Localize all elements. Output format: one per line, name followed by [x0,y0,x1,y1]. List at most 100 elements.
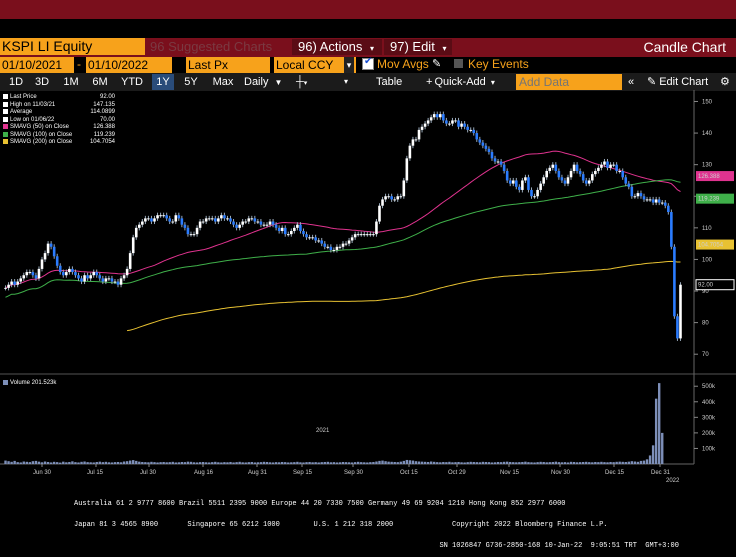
volume-bar [481,461,485,464]
candle-body [171,221,175,223]
table-button[interactable]: Table [376,76,403,88]
range-6m[interactable]: 6M [92,76,108,88]
candle-body [511,180,515,184]
volume-bar [86,462,89,464]
volume-bar [268,462,272,464]
volume-bar [329,462,333,464]
y-tick-label: 110 [702,226,712,232]
range-5y[interactable]: 5Y [184,76,198,88]
candle-body [217,218,220,222]
price-chart[interactable]: 708090100110120130140150100k200k300k400k… [0,90,736,530]
volume-bar [436,462,439,464]
volume-bar [393,461,396,464]
volume-bar [226,462,229,464]
candle-body [621,170,625,178]
volume-bar [305,462,308,464]
range-1m[interactable]: 1M [63,76,79,88]
chart-type-title: Candle Chart [643,39,727,55]
currency-select[interactable]: Local CCY ▾ [274,57,356,73]
volume-bar [37,461,41,464]
candle-body [369,234,372,236]
volume-bar [636,461,640,464]
edit-menu[interactable]: 97) Edit ▾ [384,39,452,55]
candle-body [244,221,248,223]
price-tag [696,239,734,250]
volume-bar [341,461,345,464]
add-data-input[interactable] [516,74,622,90]
legend-item-label: SMAVG (50) on Close [3,124,69,132]
options-chevron-icon[interactable]: ▾ [344,77,349,86]
volume-bar [387,461,390,464]
volume-bar [505,461,509,464]
volume-bar [384,461,387,464]
candle-body [25,272,29,276]
legend-value: 119.239 [93,131,115,138]
volume-bar [122,461,126,464]
volume-bar [603,462,606,464]
end-date-input[interactable]: 01/10/2022 [86,57,172,73]
volume-bar [95,461,98,464]
volume-bar [116,461,120,464]
candle-body [153,218,156,222]
volume-bar [320,462,323,464]
candle-body [86,275,89,279]
candle-body [487,148,491,153]
candle-body [627,183,631,187]
candle-body [134,227,138,238]
pencil-icon[interactable]: ✎ [432,58,442,70]
range-1d[interactable]: 1D [8,76,24,88]
collapse-icon[interactable]: « [628,76,635,88]
volume-bar [460,462,463,464]
volume-bar [338,462,342,464]
candle-type-icon[interactable]: ┼▾ [296,76,308,88]
vol-tick-label: 300k [702,415,716,421]
candle-body [387,196,390,198]
range-1y[interactable]: 1Y [152,74,174,90]
range-3d[interactable]: 3D [34,76,50,88]
candle-body [183,224,187,228]
candle-body [250,218,254,220]
candle-body [207,218,211,220]
gear-icon[interactable]: ⚙ [720,76,730,88]
candle-body [147,218,150,220]
volume-bar [208,462,211,464]
y-tick-label: 90 [702,289,709,295]
volume-bar [204,462,208,464]
vol-tick-label: 200k [702,431,716,437]
candle-body [411,139,415,146]
candle-body [40,259,44,269]
actions-menu[interactable]: 96) Actions ▾ [292,39,382,55]
chevron-down-icon: ▾ [369,44,374,53]
candle-body [660,202,664,204]
candle-body [7,284,10,288]
volume-bar [71,461,74,464]
volume-bar [31,461,35,464]
candle-body [572,164,576,171]
candle-body [144,218,147,222]
volume-bar [554,461,558,464]
candle-body [49,243,53,247]
range-ytd[interactable]: YTD [121,76,143,88]
volume-bar [502,461,506,464]
range-max[interactable]: Max [212,76,234,88]
mov-avgs-checkbox[interactable]: ✔ [362,56,374,70]
key-events-checkbox[interactable] [454,59,463,68]
candle-body [58,265,62,273]
candle-body [189,234,193,236]
legend-swatch [3,116,8,122]
quick-add-button[interactable]: + Quick-Add ▾ [426,74,506,90]
candle-body [603,161,606,165]
price-tag-label: 126.388 [698,174,720,180]
volume-bar [49,462,53,464]
edit-chart-button[interactable]: ✎ Edit Chart [647,74,717,90]
ticker-field[interactable]: KSPI LI Equity [0,38,145,55]
candle-body [591,174,594,181]
field-select[interactable]: Last Px [186,57,270,73]
period-select[interactable]: Daily ▼ [244,74,290,90]
suggested-charts-button[interactable]: 96 Suggested Charts [150,39,273,54]
candle-body [578,170,582,175]
candle-body [55,256,59,266]
candle-body [13,281,16,285]
volume-bar [612,462,615,464]
start-date-input[interactable]: 01/10/2021 [0,57,74,73]
